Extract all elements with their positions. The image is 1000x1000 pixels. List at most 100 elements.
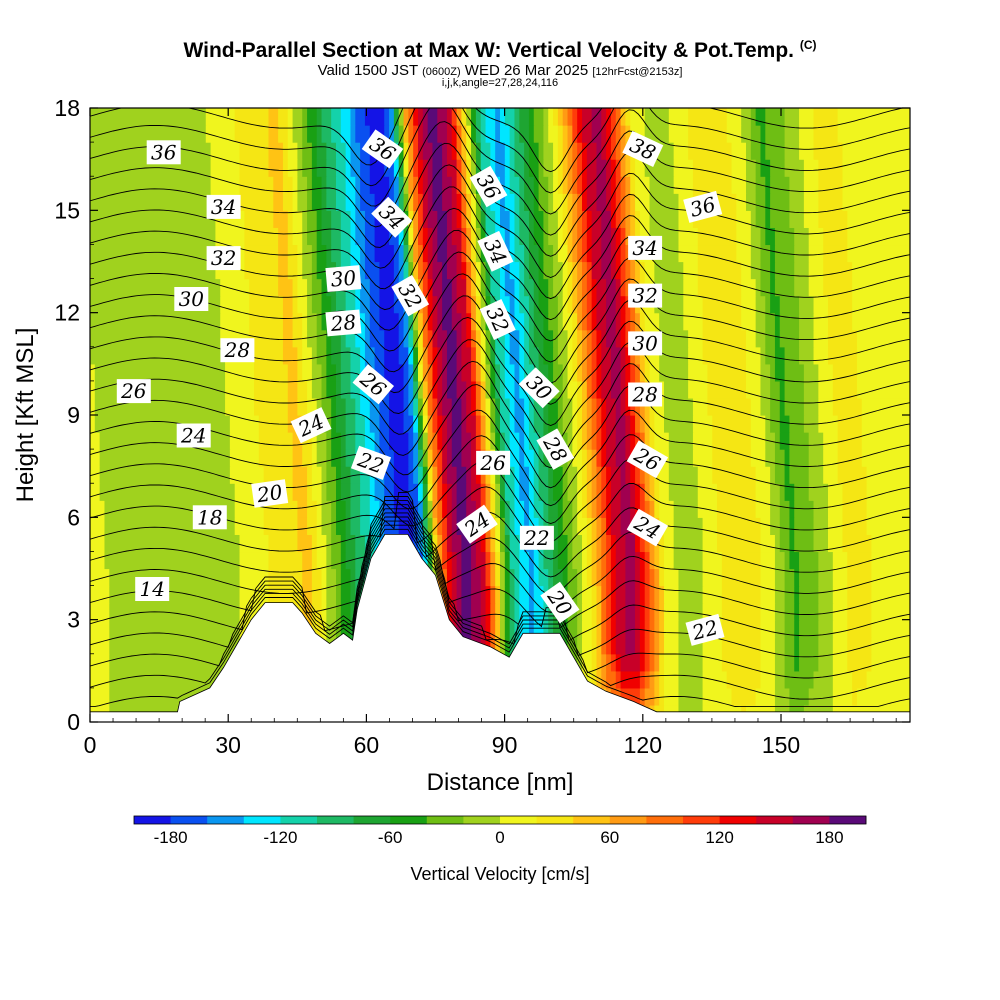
vv-cell: [591, 585, 598, 604]
vv-cell: [760, 397, 771, 416]
vv-cell: [437, 108, 448, 126]
vv-cell: [345, 517, 352, 535]
colorbar-swatch: [756, 816, 794, 824]
vv-cell: [297, 380, 308, 399]
vv-cell: [557, 397, 564, 416]
vv-cell: [307, 193, 313, 211]
vv-cell: [345, 415, 356, 433]
vv-cell: [355, 227, 366, 246]
vv-cell: [538, 278, 549, 297]
vv-cell: [548, 108, 554, 126]
vv-cell: [446, 159, 458, 177]
y-tick-label: 12: [54, 300, 80, 326]
vv-cell: [692, 432, 713, 450]
vv-cell: [229, 466, 265, 484]
vv-cell: [336, 159, 347, 177]
vv-cell: [533, 500, 545, 518]
vv-cell: [490, 466, 496, 484]
vv-cell: [500, 108, 506, 126]
vv-cell: [480, 415, 487, 433]
vv-cell: [422, 278, 429, 297]
vv-cell: [297, 278, 308, 297]
vv-cell: [292, 466, 308, 484]
vv-cell: [331, 449, 342, 467]
vv-cell: [263, 517, 299, 535]
vv-cell: [524, 500, 530, 518]
vv-cell: [331, 432, 342, 450]
vv-cell: [678, 568, 704, 587]
vv-cell: [644, 312, 660, 331]
vv-cell: [625, 602, 636, 621]
vv-cell: [528, 500, 535, 518]
vv-cell: [712, 415, 752, 433]
colorbar-tick-label: -120: [263, 828, 297, 847]
vv-cell: [615, 244, 622, 263]
vv-cell: [311, 534, 318, 553]
vv-cell: [610, 176, 617, 194]
vv-cell: [432, 159, 443, 177]
vv-cell: [606, 602, 612, 621]
vv-cell: [504, 500, 511, 518]
vv-cell: [567, 483, 578, 501]
chart-title: Wind-Parallel Section at Max W: Vertical…: [0, 38, 1000, 63]
vv-cell: [644, 568, 651, 587]
vv-cell: [644, 432, 651, 450]
vv-cell: [451, 142, 458, 160]
vv-cell: [548, 312, 559, 331]
y-tick-label: 9: [67, 402, 80, 428]
vv-cell: [784, 449, 791, 467]
vv-cell: [485, 363, 491, 382]
vv-cell: [287, 380, 299, 399]
vv-cell: [509, 534, 520, 553]
vv-cell: [466, 278, 472, 297]
vv-cell: [254, 363, 289, 382]
x-axis: 0 30 60 90 120 150: [84, 108, 897, 758]
vv-cell: [654, 653, 660, 672]
vv-cell: [639, 346, 646, 365]
vv-cell: [408, 346, 414, 365]
vv-cell: [572, 244, 578, 263]
theta-contour-line: [90, 520, 910, 679]
vv-cell: [475, 244, 482, 263]
vv-cell: [302, 125, 308, 143]
vv-cell: [774, 585, 786, 604]
vv-cell: [538, 176, 549, 194]
vv-cell: [336, 568, 342, 587]
vv-cell: [779, 534, 791, 553]
theta-label: 34: [206, 194, 241, 219]
vv-cell: [471, 210, 477, 228]
vv-cell: [326, 380, 337, 399]
vv-cell: [577, 159, 583, 177]
vv-cell: [832, 687, 853, 706]
vv-cell: [509, 517, 516, 535]
vv-cell: [379, 415, 390, 433]
vv-cell: [591, 278, 598, 297]
vv-cell: [635, 551, 641, 570]
vv-cell: [311, 363, 323, 382]
vv-cell: [456, 483, 467, 501]
vv-cell: [639, 261, 646, 280]
vv-cell: [282, 346, 299, 365]
vv-cell: [311, 244, 318, 263]
subtitle-forecast: [12hrFcst@2153z]: [592, 66, 683, 78]
vv-cell: [398, 244, 405, 263]
vv-cell: [355, 210, 366, 228]
vv-cell: [644, 551, 651, 570]
vv-cell: [832, 568, 848, 587]
vv-cell: [413, 142, 419, 160]
theta-label-text: 30: [632, 331, 658, 355]
vv-cell: [316, 125, 323, 143]
vv-cell: [789, 449, 810, 467]
vv-cell: [437, 466, 443, 484]
vv-cell: [799, 125, 815, 143]
vv-cell: [746, 380, 762, 399]
vv-cell: [750, 261, 762, 280]
vv-cell: [321, 295, 332, 314]
vv-cell: [297, 500, 308, 518]
vv-cell: [471, 534, 477, 553]
vv-cell: [442, 415, 448, 433]
vv-cell: [316, 329, 327, 348]
vv-cell: [639, 415, 646, 433]
vv-cell: [528, 261, 540, 280]
vv-cell: [702, 551, 723, 570]
